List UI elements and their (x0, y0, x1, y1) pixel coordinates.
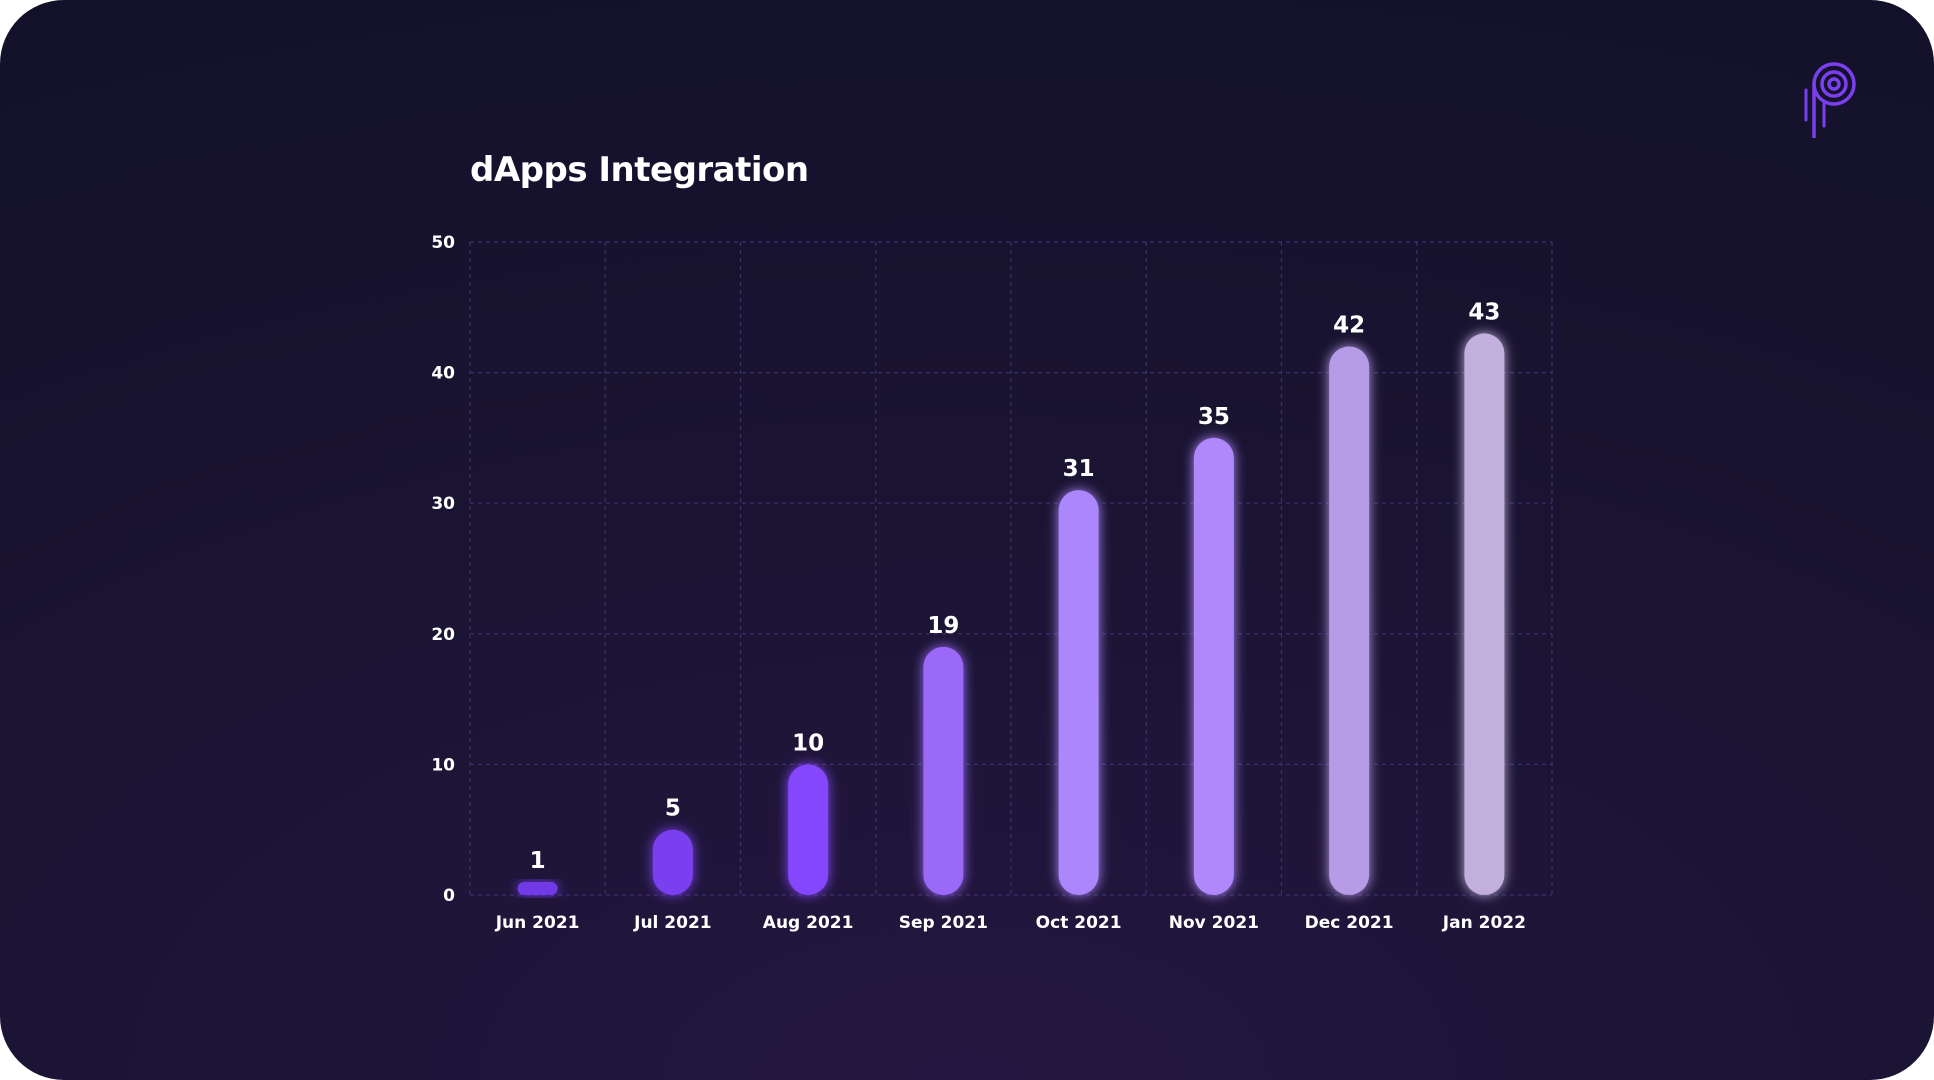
data-label: 19 (927, 613, 959, 639)
x-axis: Jun 2021 Jul 2021 Aug 2021 Sep 2021 Oct 2021… (495, 913, 1526, 933)
y-tick-label: 0 (443, 886, 455, 906)
y-tick-label: 10 (431, 755, 455, 775)
data-label: 5 (665, 796, 681, 822)
bars (517, 333, 1505, 896)
grid-lines (469, 241, 1553, 896)
data-label: 10 (792, 730, 824, 756)
y-axis: 0 10 20 30 40 50 (431, 233, 455, 906)
x-tick-label: Jul 2021 (633, 913, 712, 933)
pyth-logo-icon (1804, 62, 1856, 138)
data-label: 43 (1468, 299, 1500, 325)
y-tick-label: 40 (431, 364, 455, 384)
data-labels: 1 5 10 19 31 35 42 43 (530, 299, 1501, 874)
x-tick-label: Dec 2021 (1305, 913, 1394, 933)
bar (923, 646, 964, 895)
y-tick-label: 30 (431, 494, 455, 514)
data-label: 42 (1333, 312, 1365, 338)
x-tick-label: Sep 2021 (899, 913, 988, 933)
data-label: 1 (530, 848, 546, 874)
y-tick-label: 50 (431, 233, 455, 253)
bar (788, 764, 829, 895)
x-tick-label: Jun 2021 (495, 913, 580, 933)
bar (652, 829, 693, 895)
x-tick-label: Oct 2021 (1036, 913, 1122, 933)
data-label: 35 (1198, 404, 1230, 430)
bar (517, 881, 558, 895)
bar (1329, 346, 1370, 896)
bar (1193, 437, 1234, 895)
chart-title: dApps Integration (470, 150, 809, 190)
y-tick-label: 20 (431, 625, 455, 645)
x-tick-label: Aug 2021 (763, 913, 854, 933)
x-tick-label: Nov 2021 (1169, 913, 1259, 933)
x-tick-label: Jan 2022 (1442, 913, 1526, 933)
bar (1464, 333, 1505, 895)
data-label: 31 (1063, 456, 1095, 482)
bar (1058, 490, 1099, 895)
